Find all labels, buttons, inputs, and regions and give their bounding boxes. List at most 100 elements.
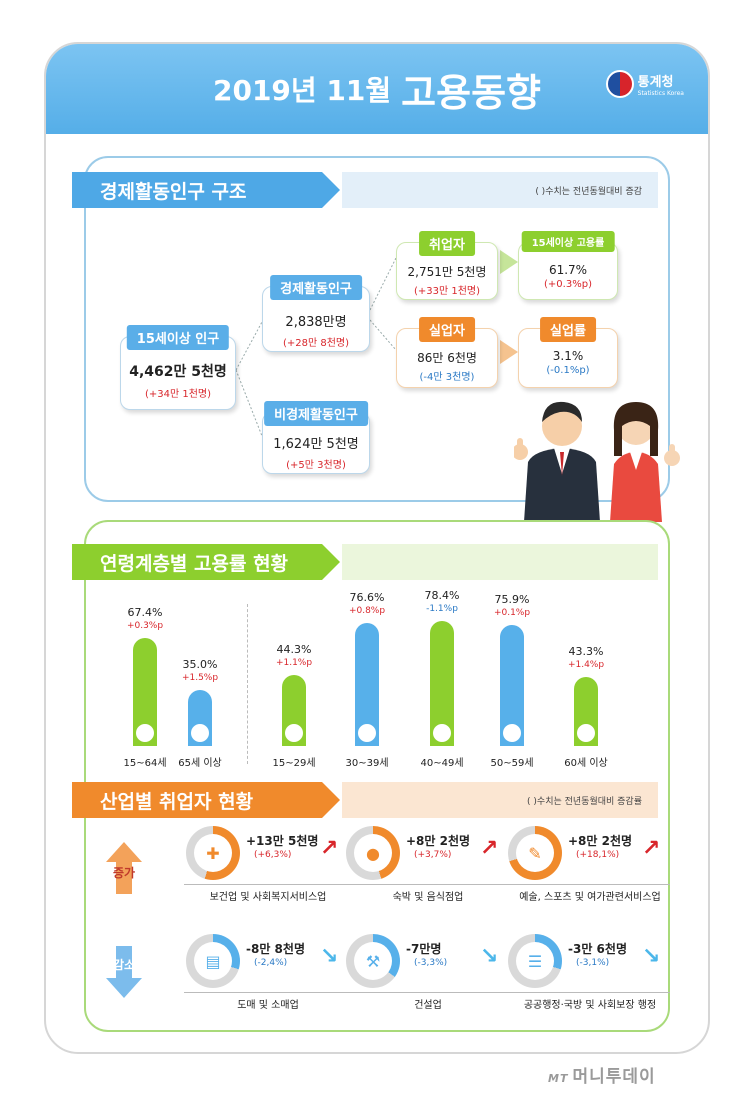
trend-up-icon: ↗: [480, 836, 499, 861]
inactive-label: 비경제활동인구: [264, 401, 368, 426]
industry-rate: (+18,1%): [576, 850, 620, 860]
document-icon: [501, 722, 523, 744]
age-bar: [355, 623, 379, 746]
first-aid-kit-icon: ✚: [194, 834, 232, 872]
document-icon: [189, 722, 211, 744]
trend-down-icon: ↘: [480, 944, 499, 969]
taegeuk-logo-icon: [605, 70, 634, 98]
industry-item: ✚ +13만 5천명 (+6,3%) ↗ 보건업 및 사회복지서비스업: [184, 826, 356, 903]
emp-rate-value: 61.7%: [548, 263, 588, 277]
industry-ring: ✎: [508, 826, 562, 880]
industry-ring: ⚒: [346, 934, 400, 988]
document-icon: [134, 722, 156, 744]
document-icon: [283, 722, 305, 744]
age-bar-value: 76.6%: [349, 591, 385, 604]
age-bar-delta: +1.1%p: [275, 658, 313, 668]
industry-item: ● +8만 2천명 (+3,7%) ↗ 숙박 및 음식점업: [344, 826, 516, 903]
trend-up-icon: ↗: [320, 836, 339, 861]
watermark: MT 머니투데이: [548, 1067, 656, 1087]
age-bar-label: 40~49세: [420, 758, 464, 769]
emp-rate-label: 15세이상 고용률: [521, 231, 615, 252]
page-title: 고용동향: [401, 70, 541, 115]
industry-item: ✎ +8만 2천명 (+18,1%) ↗ 예술, 스포츠 및 여가관련서비스업: [506, 826, 678, 903]
age-bar-label: 60세 이상: [564, 758, 608, 769]
emp-rate-delta: (+0.3%p): [544, 279, 592, 290]
active-value: 2,838만명: [285, 315, 347, 330]
title-banner: 2019년 11월 고용동향 통계청 Statistics Korea: [46, 44, 708, 134]
industry-value: -8만 8천명: [246, 942, 305, 956]
inactive-value: 1,624만 5천명: [273, 437, 359, 452]
age-bar: [430, 621, 454, 746]
logo-text-ko: 통계청: [637, 75, 674, 90]
industry-divider: [506, 884, 670, 885]
inactive-box: 비경제활동인구 1,624만 5천명 (+5만 3천명): [262, 401, 370, 474]
age-bar-delta: +1.4%p: [567, 660, 605, 670]
statistics-korea-logo: 통계청 Statistics Korea: [605, 70, 684, 98]
unemp-rate-label: 실업률: [540, 317, 596, 342]
decrease-arrow-icon: [106, 946, 142, 998]
industry-divider: [344, 992, 508, 993]
pop15-value: 4,462만 5천명: [129, 364, 227, 380]
age-bar-delta: +0.3%p: [126, 621, 164, 631]
industry-value: -7만명: [406, 942, 442, 956]
industry-name: 공공행정·국방 및 사회보장 행정: [523, 1000, 657, 1011]
pop15-box: 15세이상 인구 4,462만 5천명 (+34만 1천명): [120, 325, 236, 410]
employed-label: 취업자: [419, 231, 475, 256]
shopping-basket-icon: ▤: [194, 942, 232, 980]
title-year-month: 2019년 11월: [212, 74, 392, 107]
employed-delta: (+33만 1천명): [413, 286, 481, 297]
trend-down-icon: ↘: [642, 944, 661, 969]
industry-value: -3만 6천명: [568, 942, 627, 956]
unemp-rate-box: 실업률 3.1% (-0.1%p): [518, 317, 618, 388]
emp-rate-box: 15세이상 고용률 61.7% (+0.3%p): [518, 231, 618, 300]
industry-rate: (-3,3%): [414, 958, 448, 968]
palette-icon: ✎: [516, 834, 554, 872]
industry-value: +8만 2천명: [406, 834, 471, 848]
logo-text-en: Statistics Korea: [637, 90, 684, 97]
unemployed-delta: (-4만 3천명): [419, 372, 475, 383]
dining-plate-icon: ●: [354, 834, 392, 872]
industry-rate: (-2,4%): [254, 958, 288, 968]
age-bar-value: 35.0%: [182, 658, 218, 671]
age-bar-delta: +0.8%p: [348, 606, 386, 616]
scroll-document-icon: ☰: [516, 942, 554, 980]
age-bar-label: 30~39세: [345, 758, 389, 769]
age-bar: [282, 675, 306, 746]
watermark-text: 머니투데이: [572, 1067, 656, 1087]
age-bar-label: 15~29세: [272, 758, 316, 769]
industry-item: ▤ -8만 8천명 (-2,4%) ↘ 도매 및 소매업: [184, 934, 356, 1011]
age-bar-delta: +0.1%p: [493, 608, 531, 618]
industry-name: 보건업 및 사회복지서비스업: [209, 892, 327, 903]
industry-heading-band: 산업별 취업자 현황 ( )수치는 전년동월대비 증감률: [72, 782, 658, 818]
industry-rate: (+6,3%): [254, 850, 292, 860]
employed-value: 2,751만 5천명: [407, 265, 487, 279]
active-label: 경제활동인구: [270, 275, 362, 300]
industry-divider: [184, 992, 348, 993]
decrease-label: 감소: [112, 958, 136, 972]
industry-ring: ✚: [186, 826, 240, 880]
unemp-rate-value: 3.1%: [552, 349, 584, 363]
age-bar: [500, 625, 524, 746]
industry-name: 도매 및 소매업: [237, 1000, 299, 1011]
unemployed-value: 86만 6천명: [417, 351, 477, 365]
industry-item: ⚒ -7만명 (-3,3%) ↘ 건설업: [344, 934, 516, 1011]
industry-name: 건설업: [414, 1000, 442, 1011]
structure-heading: 경제활동인구 구조: [100, 180, 247, 203]
structure-note: ( )수치는 전년동월대비 증감: [535, 186, 642, 197]
industry-divider: [506, 992, 670, 993]
inactive-delta: (+5만 3천명): [286, 460, 346, 471]
structure-section: [84, 156, 670, 502]
age-bar-delta: -1.1%p: [426, 604, 458, 614]
unemp-rate-delta: (-0.1%p): [546, 365, 590, 376]
age-bar-label: 15~64세: [123, 758, 167, 769]
industry-note: ( )수치는 전년동월대비 증감률: [527, 796, 642, 807]
industry-divider: [184, 884, 348, 885]
industry-rate: (+3,7%): [414, 850, 452, 860]
excavator-icon: ⚒: [354, 942, 392, 980]
industry-value: +13만 5천명: [246, 834, 319, 848]
age-heading: 연령계층별 고용률 현황: [100, 552, 289, 575]
industry-rate: (-3,1%): [576, 958, 610, 968]
trend-down-icon: ↘: [320, 944, 339, 969]
industry-value: +8만 2천명: [568, 834, 633, 848]
age-bar-delta: +1.5%p: [181, 673, 219, 683]
